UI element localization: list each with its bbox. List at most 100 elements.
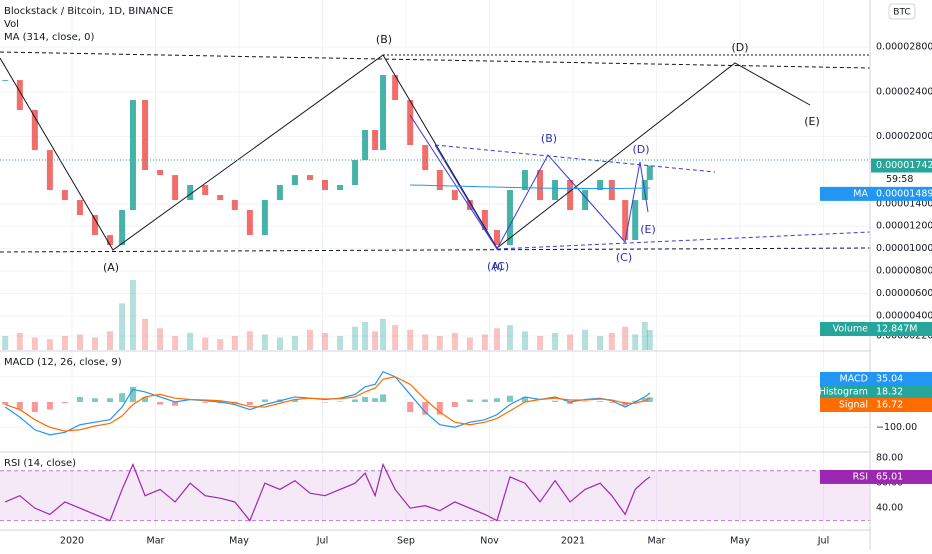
price-axis <box>871 0 932 550</box>
volume-bar <box>306 329 313 350</box>
ma-value: 0.00001489 <box>876 188 932 199</box>
volume-pane <box>2 280 653 350</box>
grid <box>0 0 870 530</box>
x-tick-label: Mar <box>648 536 666 547</box>
y-tick-label: −100.00 <box>876 422 917 433</box>
candle <box>537 170 544 201</box>
histogram-bar <box>466 399 473 402</box>
candle <box>261 200 268 236</box>
histogram-bar <box>76 396 83 402</box>
histogram-bar <box>261 399 268 402</box>
volume-value: 12.847M <box>876 324 917 335</box>
volume-bar <box>582 329 589 350</box>
signal-value: 16.72 <box>876 400 903 411</box>
candle <box>372 130 379 151</box>
signal-value-box <box>871 398 932 412</box>
volume-bar <box>380 318 387 350</box>
histogram-bar <box>337 401 344 402</box>
volume-bar <box>494 328 501 350</box>
histogram-bar <box>552 400 559 402</box>
candle <box>436 170 443 191</box>
histogram-bar <box>582 401 589 402</box>
wave-label: (D) <box>632 143 649 156</box>
currency-box[interactable] <box>888 3 916 20</box>
x-tick-label: Mar <box>147 536 165 547</box>
trend-line <box>0 51 871 69</box>
wave-label: (B) <box>541 132 557 145</box>
candle <box>106 235 113 246</box>
volume-bar <box>372 331 379 350</box>
volume-bar <box>322 332 329 350</box>
volume-bar <box>481 334 488 350</box>
volume-bar <box>276 337 283 350</box>
volume-bar <box>142 318 149 350</box>
histogram-bar <box>119 393 126 402</box>
volume-bar <box>537 336 544 350</box>
candle <box>172 175 179 201</box>
wave-label: (E) <box>804 115 820 128</box>
candle <box>380 75 387 151</box>
y-tick-label: 0.00001200 <box>876 221 932 232</box>
y-tick-label: 0.00001000 <box>876 243 932 254</box>
y-tick-label: 0.00002000 <box>876 131 932 142</box>
volume-bar <box>187 332 194 350</box>
ma-line <box>409 184 651 190</box>
histogram-bar <box>61 402 68 404</box>
candle <box>466 200 473 210</box>
histogram-bar <box>2 402 9 405</box>
volume-bar <box>466 337 473 350</box>
histogram-bar <box>436 402 443 415</box>
candle <box>352 160 359 186</box>
candle <box>392 75 399 101</box>
y-tick-label: 0.00002400 <box>876 86 932 97</box>
y-tick-label: 0.00000800 <box>876 266 932 277</box>
volume-value-box <box>871 322 932 336</box>
candle <box>481 210 488 231</box>
rsi-value-box <box>871 469 932 484</box>
candle <box>521 170 528 191</box>
currency-label[interactable]: BTC <box>893 8 910 18</box>
volume-bar <box>291 336 298 350</box>
countdown-box <box>871 172 932 187</box>
x-tick-label: Jul <box>817 536 829 547</box>
ma-name-box <box>820 186 872 201</box>
macd-name-box <box>820 372 872 386</box>
price-value-box <box>871 158 932 173</box>
wave-label: (E) <box>640 223 656 236</box>
y-tick-label: 0.00000400 <box>876 310 932 321</box>
candle <box>362 130 369 161</box>
wave-label: (A) <box>487 260 503 273</box>
volume-bar <box>552 332 559 350</box>
candle <box>422 145 429 171</box>
candle <box>119 210 126 246</box>
volume-bar <box>451 332 458 350</box>
candle <box>246 210 253 236</box>
candle <box>451 190 458 201</box>
volume-bar <box>436 336 443 350</box>
histogram-bar <box>31 402 38 413</box>
histogram-name: Histogram <box>819 387 868 398</box>
histogram-value-box <box>871 385 932 399</box>
candle <box>622 200 629 241</box>
wave-label: (C) <box>616 251 632 264</box>
volume-bar <box>608 332 615 350</box>
histogram-bar <box>352 399 359 402</box>
histogram-bar <box>506 395 513 402</box>
macd-name: MACD <box>840 374 868 385</box>
volume-bar <box>506 325 513 350</box>
histogram-bar <box>157 402 164 405</box>
volume-bar <box>76 334 83 350</box>
signal-name-box <box>820 398 872 412</box>
candle <box>16 80 23 110</box>
price-value: 0.00001742 <box>876 160 932 171</box>
currency-button[interactable]: BTC <box>888 3 916 20</box>
candle <box>76 200 83 216</box>
y-tick-label: 40.00 <box>876 503 903 514</box>
y-tick-label: 0.00001400 <box>876 198 932 209</box>
histogram-bar <box>91 398 98 402</box>
rsi-name: RSI <box>853 471 868 482</box>
volume-bar <box>129 280 136 350</box>
candle <box>187 185 194 201</box>
wave-drawings <box>0 51 871 253</box>
